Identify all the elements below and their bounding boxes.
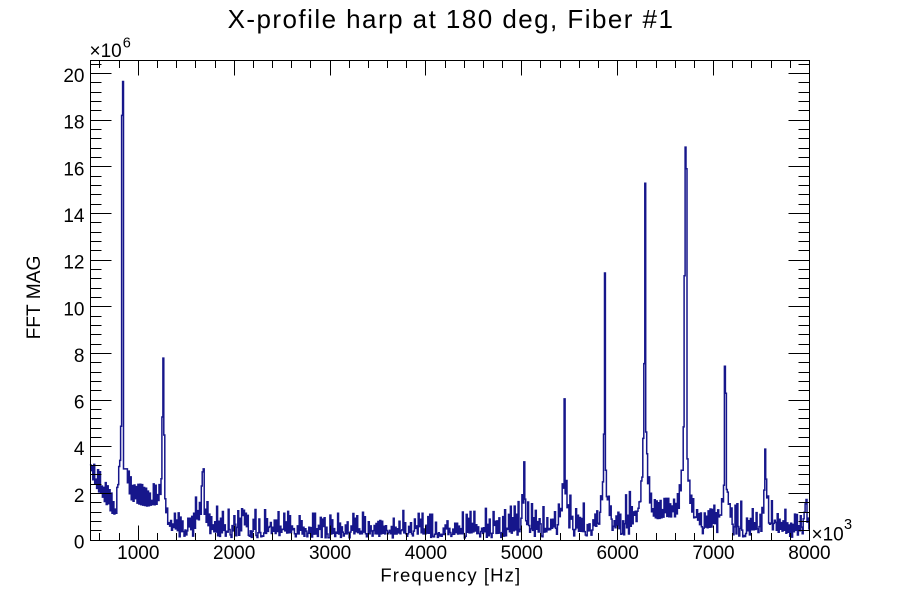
svg-text:×10: ×10 xyxy=(90,41,122,62)
svg-text:2: 2 xyxy=(74,486,85,507)
svg-text:X-profile harp at 180 deg, Fib: X-profile harp at 180 deg, Fiber #1 xyxy=(228,4,675,34)
svg-text:3: 3 xyxy=(844,517,852,533)
svg-text:10: 10 xyxy=(63,299,84,320)
svg-text:18: 18 xyxy=(63,113,84,134)
svg-text:2000: 2000 xyxy=(213,543,255,564)
svg-text:3000: 3000 xyxy=(309,543,351,564)
svg-text:16: 16 xyxy=(63,159,84,180)
svg-text:8000: 8000 xyxy=(788,543,830,564)
svg-text:6: 6 xyxy=(123,35,131,51)
svg-text:8: 8 xyxy=(74,346,85,367)
svg-text:20: 20 xyxy=(63,66,84,87)
svg-text:0: 0 xyxy=(74,533,85,554)
svg-text:6000: 6000 xyxy=(597,543,639,564)
svg-text:7000: 7000 xyxy=(692,543,734,564)
svg-text:Frequency [Hz]: Frequency [Hz] xyxy=(380,564,521,585)
svg-text:1000: 1000 xyxy=(117,543,159,564)
svg-text:4000: 4000 xyxy=(405,543,447,564)
svg-text:12: 12 xyxy=(63,253,84,274)
svg-text:14: 14 xyxy=(63,206,85,227)
svg-text:4: 4 xyxy=(74,439,85,460)
svg-text:×10: ×10 xyxy=(812,525,844,546)
svg-text:FFT MAG: FFT MAG xyxy=(24,256,45,340)
svg-text:6: 6 xyxy=(74,393,85,414)
svg-text:5000: 5000 xyxy=(501,543,543,564)
